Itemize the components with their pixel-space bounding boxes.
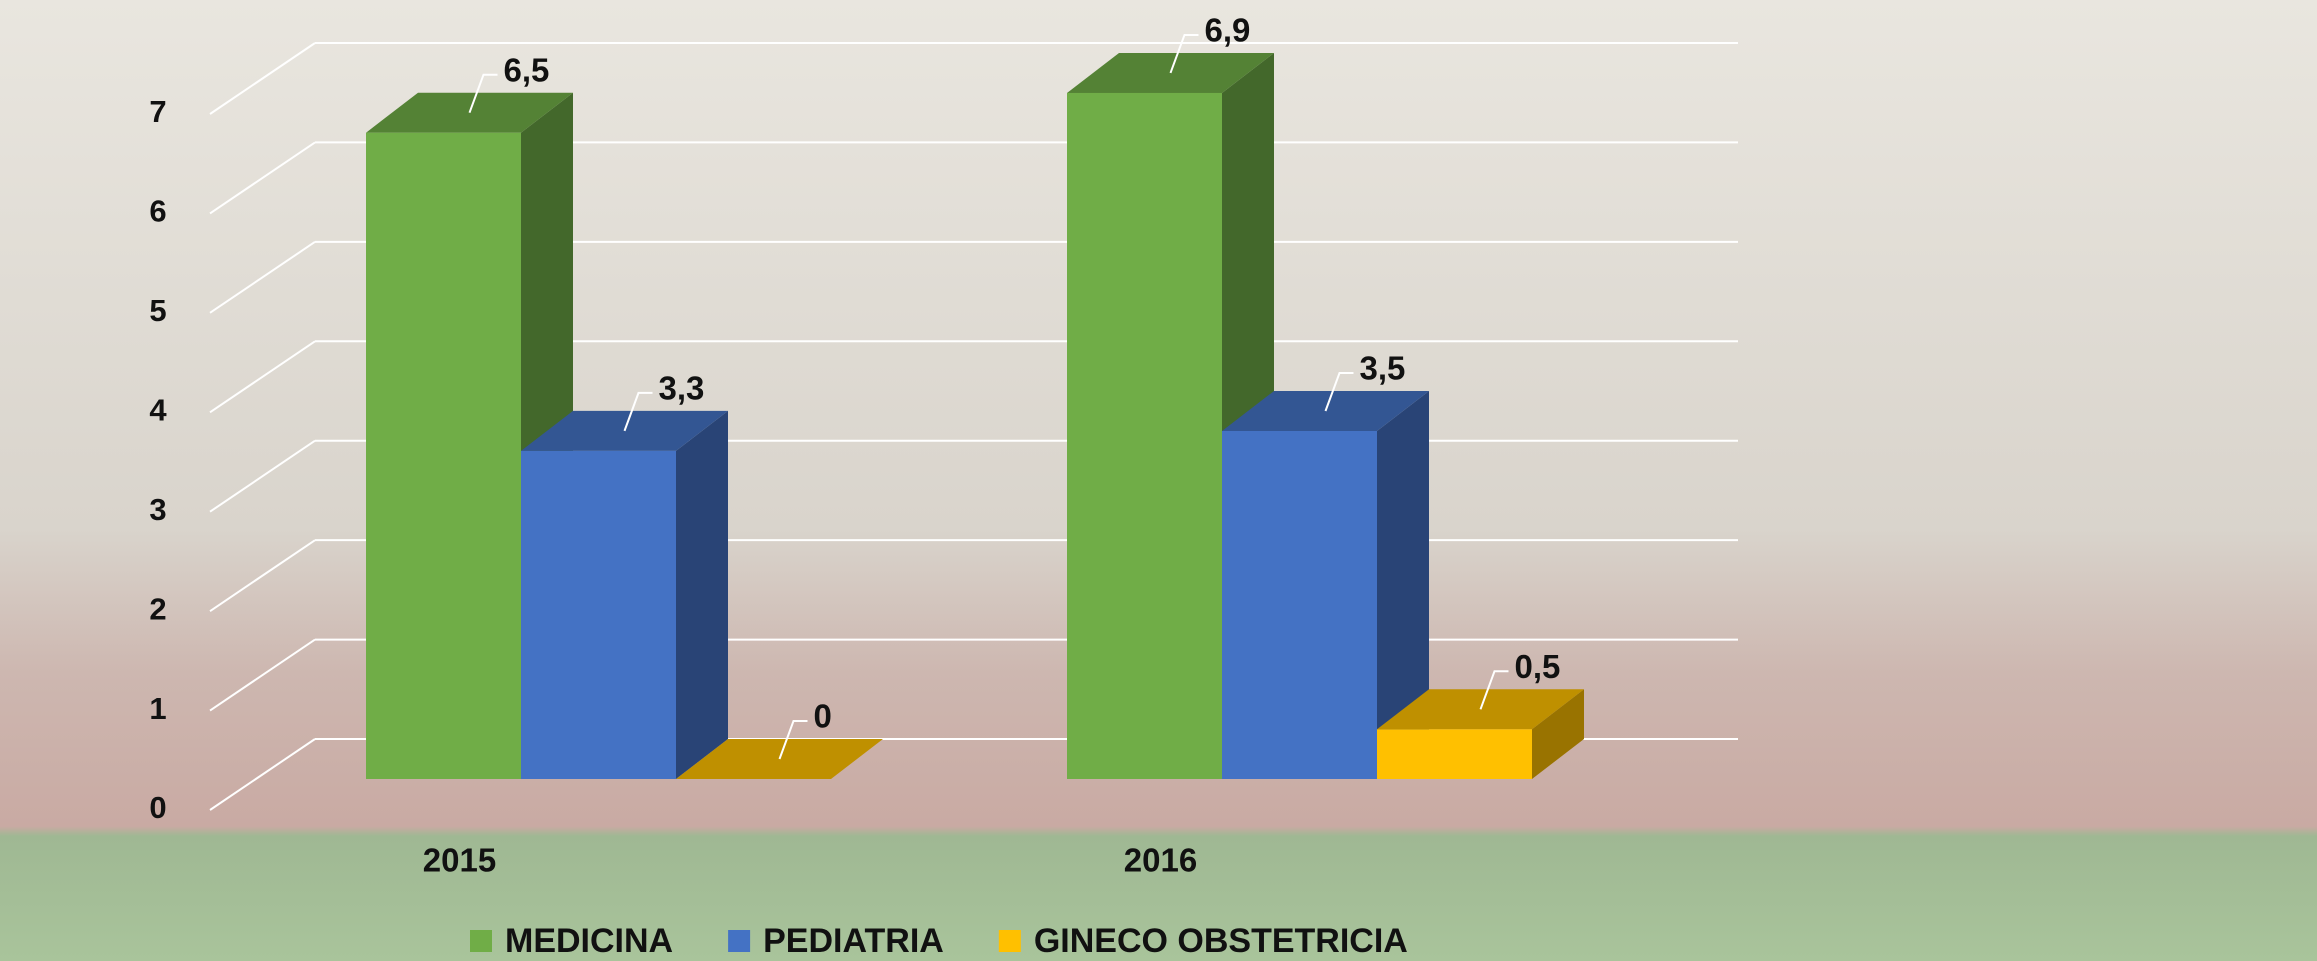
y-tick-label: 2 (149, 591, 166, 626)
bar-front (1067, 93, 1222, 779)
chart: 0 1 2 3 4 5 6 7 2015 6,5 3,3 0 2016 6,9 3,5 0,5 MEDICINA… (0, 0, 2317, 961)
legend-label: GINECO OBSTETRICIA (1034, 922, 1408, 960)
value-label: 3,3 (659, 370, 705, 407)
legend-swatch (470, 930, 492, 952)
y-tick-label: 7 (149, 94, 166, 129)
value-label: 6,9 (1205, 12, 1251, 49)
value-label: 0,5 (1515, 648, 1561, 685)
x-tick-label: 2016 (1124, 842, 1197, 879)
y-tick-label: 5 (149, 293, 166, 328)
bar-front (1222, 431, 1377, 779)
value-label: 3,5 (1360, 350, 1406, 387)
legend-swatch (999, 930, 1021, 952)
legend-label: PEDIATRIA (763, 922, 944, 960)
y-tick-label: 1 (149, 691, 166, 726)
legend-swatch (728, 930, 750, 952)
legend-label: MEDICINA (505, 922, 673, 960)
y-tick-label: 3 (149, 492, 166, 527)
y-tick-label: 4 (149, 392, 167, 427)
bar-front (521, 451, 676, 779)
bar-side (676, 411, 728, 779)
value-label: 6,5 (504, 51, 550, 88)
y-tick-label: 6 (149, 194, 166, 229)
value-label: 0 (814, 698, 832, 735)
x-tick-label: 2015 (423, 842, 496, 879)
y-tick-label: 0 (149, 790, 166, 825)
bar (521, 411, 728, 779)
bar-front (366, 133, 521, 779)
bar-front (1377, 729, 1532, 779)
